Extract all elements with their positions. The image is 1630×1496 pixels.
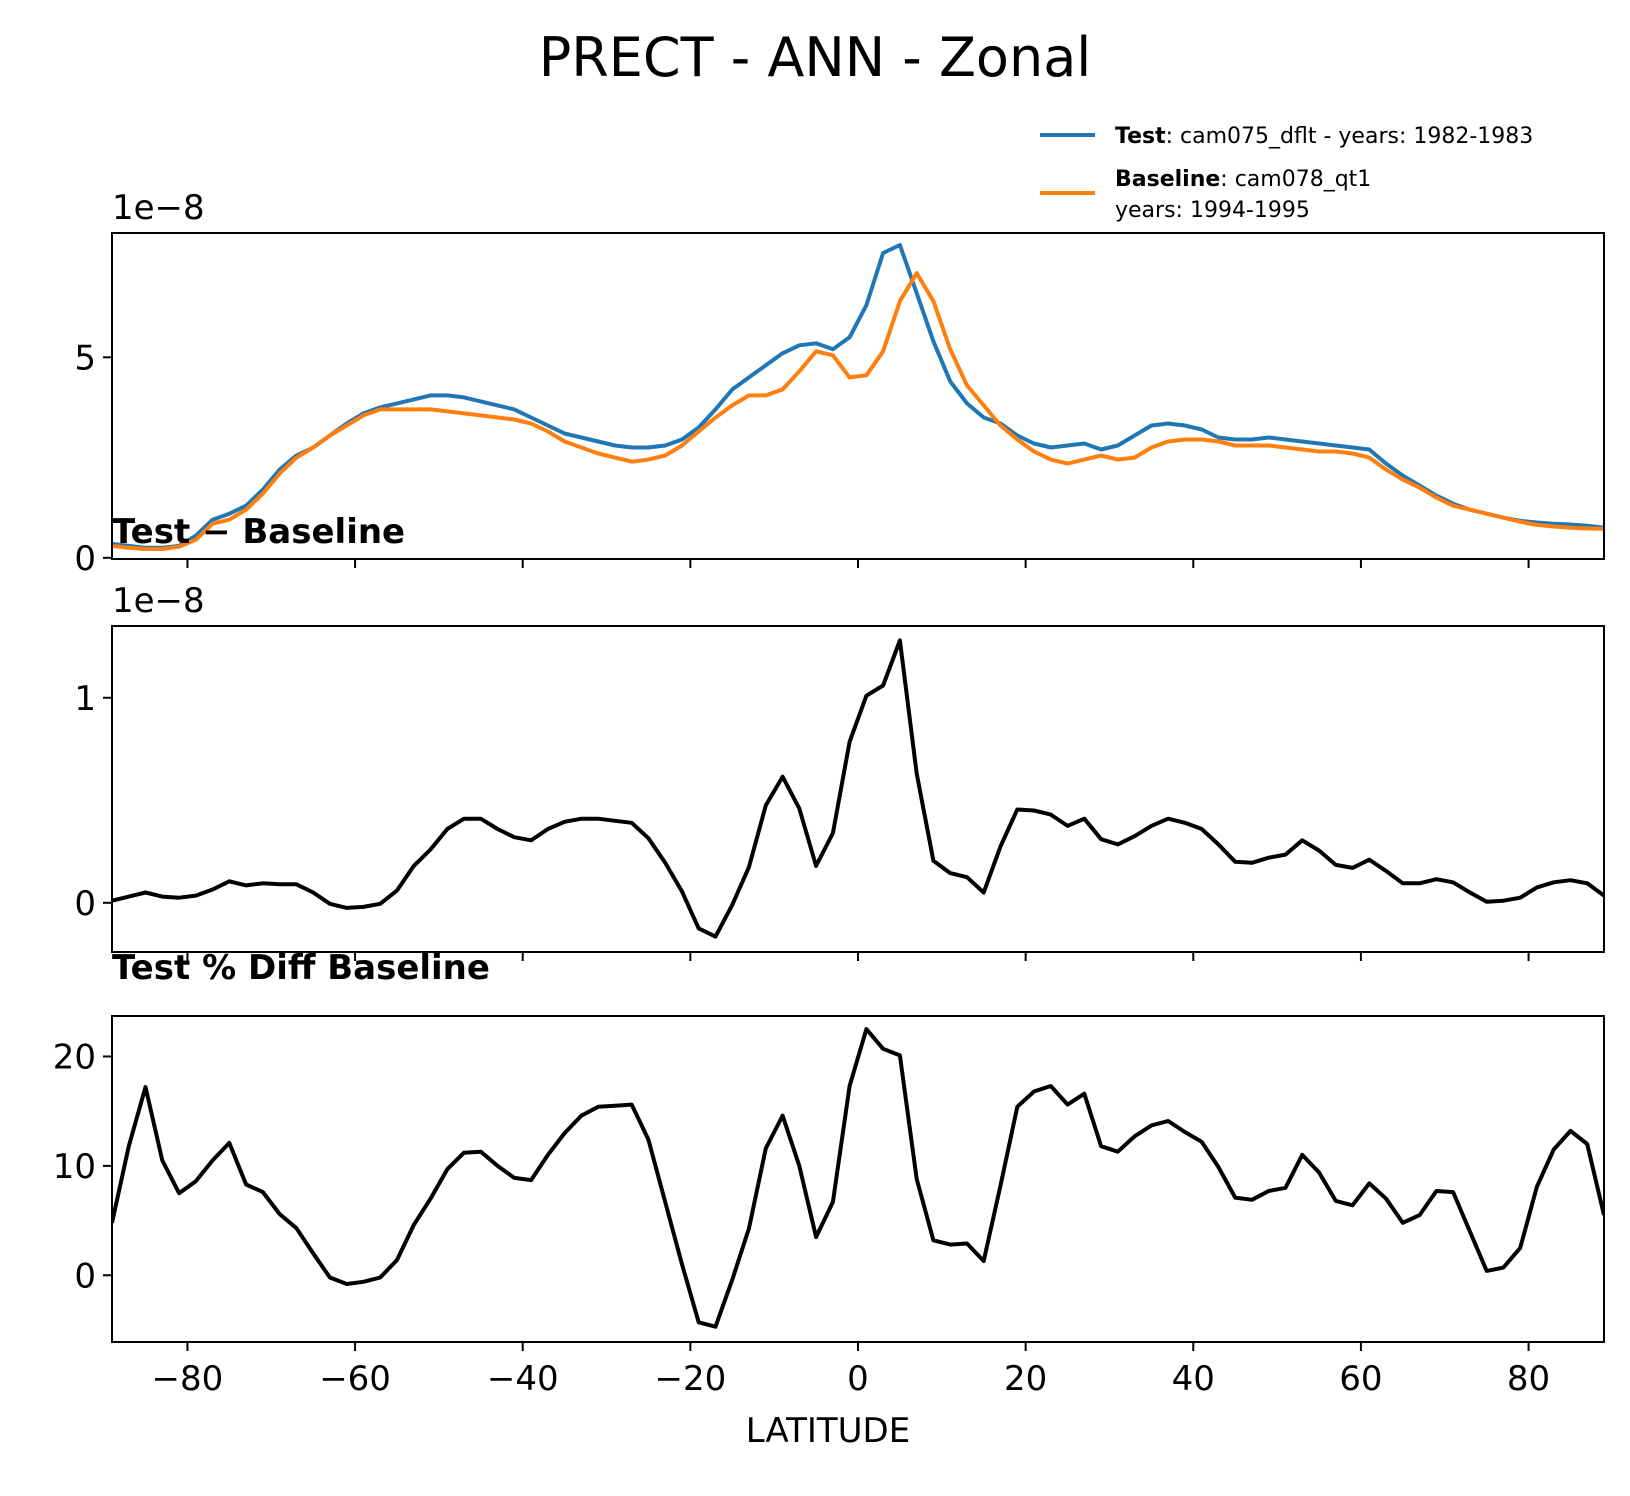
legend-item-test: Test: cam075_dflt - years: 1982-1983 — [1040, 124, 1533, 149]
figure-title: PRECT - ANN - Zonal — [539, 26, 1092, 89]
x-tick-label: −20 — [654, 1359, 726, 1399]
legend-item-baseline: Baseline: cam078_qt1 years: 1994-1995 — [1040, 167, 1371, 223]
x-tick-label: −60 — [319, 1359, 391, 1399]
x-tick-label: 20 — [1004, 1359, 1047, 1399]
y-tick-label: 20 — [53, 1037, 96, 1077]
x-tick-label: −40 — [487, 1359, 559, 1399]
offset-label: 1e−8 — [112, 188, 205, 228]
x-tick-label: −80 — [152, 1359, 224, 1399]
series-line-test — [112, 243, 1604, 550]
y-tick-label: 0 — [74, 1256, 96, 1296]
x-axis-label: LATITUDE — [746, 1411, 910, 1451]
subplot-1: 0 5 1e−8 — [74, 188, 1605, 579]
legend-label-line2: years: 1994-1995 — [1115, 198, 1310, 223]
axes-frame — [111, 1015, 1605, 1343]
subplot-title: Test − Baseline — [112, 512, 405, 552]
offset-label: 1e−8 — [112, 581, 205, 621]
y-tick-label: 5 — [74, 338, 96, 378]
series-line-test-diff-baseline — [112, 1027, 1604, 1329]
x-tick-label: 80 — [1507, 1359, 1550, 1399]
subplot-2: 0 1 1e−8 Test − Baseline — [74, 512, 1605, 961]
axes-frame — [111, 232, 1605, 560]
axes-frame — [111, 625, 1605, 953]
legend-label: Baseline: cam078_qt1 — [1115, 167, 1371, 192]
subplot-3: 0 10 20 Test % Diff Baseline −80 −60 −40 −20 0 20… — [53, 948, 1605, 1451]
x-tick-label: 0 — [847, 1359, 869, 1399]
subplot-title: Test % Diff Baseline — [112, 948, 490, 988]
y-tick-label: 0 — [74, 884, 96, 924]
series-line-baseline — [112, 271, 1604, 551]
legend-label: Test: cam075_dflt - years: 1982-1983 — [1115, 124, 1533, 149]
y-tick-label: 10 — [53, 1147, 96, 1187]
x-tick-label: 60 — [1339, 1359, 1382, 1399]
x-tick-label: 40 — [1172, 1359, 1215, 1399]
series-line-test-baseline — [112, 638, 1604, 939]
y-tick-label: 0 — [74, 539, 96, 579]
y-tick-label: 1 — [74, 679, 96, 719]
